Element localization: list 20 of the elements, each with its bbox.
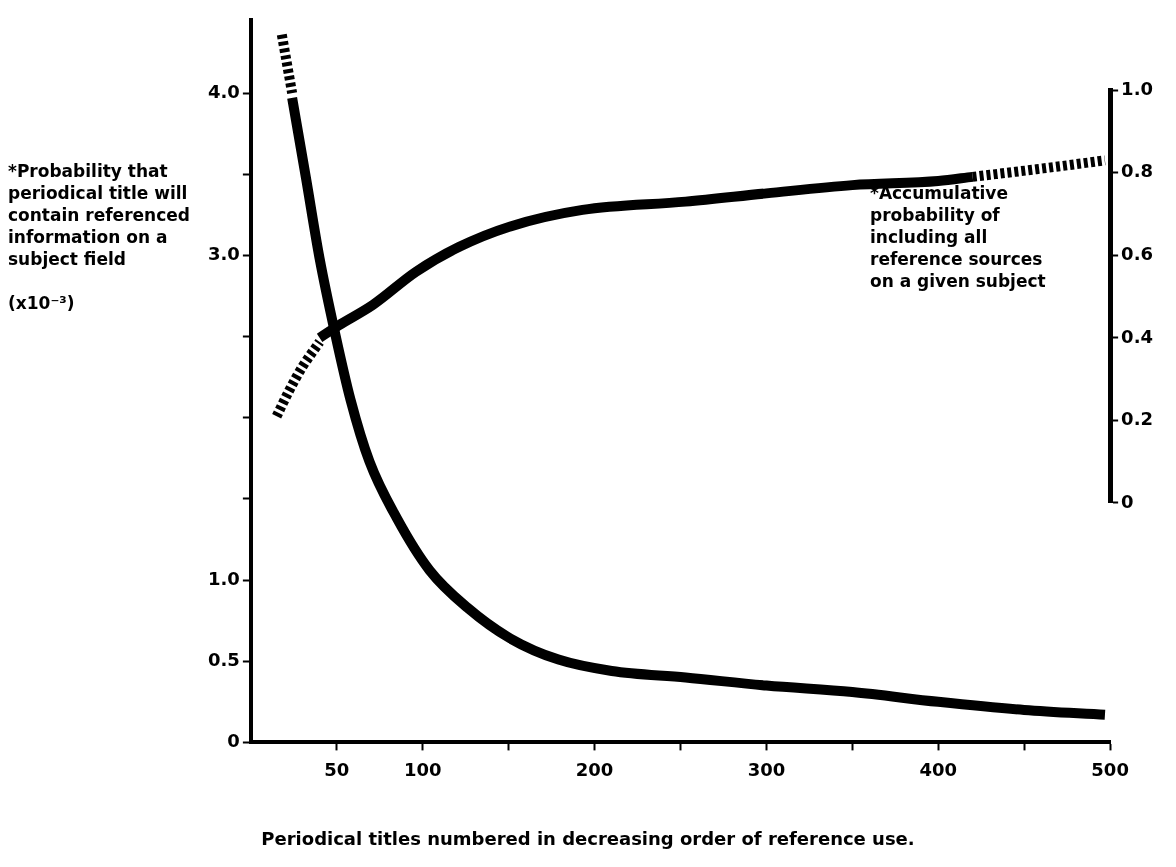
y-tick-label: 3.0 (208, 243, 240, 265)
y2-tick-label: 0.6 (1121, 242, 1153, 264)
y-tick-label: 4.0 (208, 80, 240, 102)
x-axis-title: Periodical titles numbered in decreasing order of reference use. (260, 828, 916, 850)
x-tick-label: 50 (324, 758, 350, 780)
y-tick-label: 0 (227, 730, 240, 752)
x-tick-label: 100 (403, 758, 442, 780)
y-tick-label: 0.5 (208, 648, 240, 670)
x-tick-label: 400 (919, 758, 958, 780)
y2-tick-label: 0.8 (1121, 160, 1153, 182)
x-tick-label: 300 (747, 758, 786, 780)
x-tick-label: 200 (575, 758, 614, 780)
y-tick-label: 1.0 (208, 567, 240, 589)
text: *Probability that periodical title will contain referenced information on a subject field (x10⁻³) (8, 161, 190, 313)
y2-tick-label: 0 (1121, 490, 1134, 512)
y2-tick-label: 1.0 (1121, 77, 1153, 99)
x-tick-label: 500 (1091, 758, 1129, 780)
y2-tick-label: 0.4 (1121, 325, 1153, 347)
y2-tick-label: 0.2 (1121, 408, 1153, 430)
y2-axis-title: *Accumulative probability of including all reference sources on a given subject (870, 182, 1047, 292)
